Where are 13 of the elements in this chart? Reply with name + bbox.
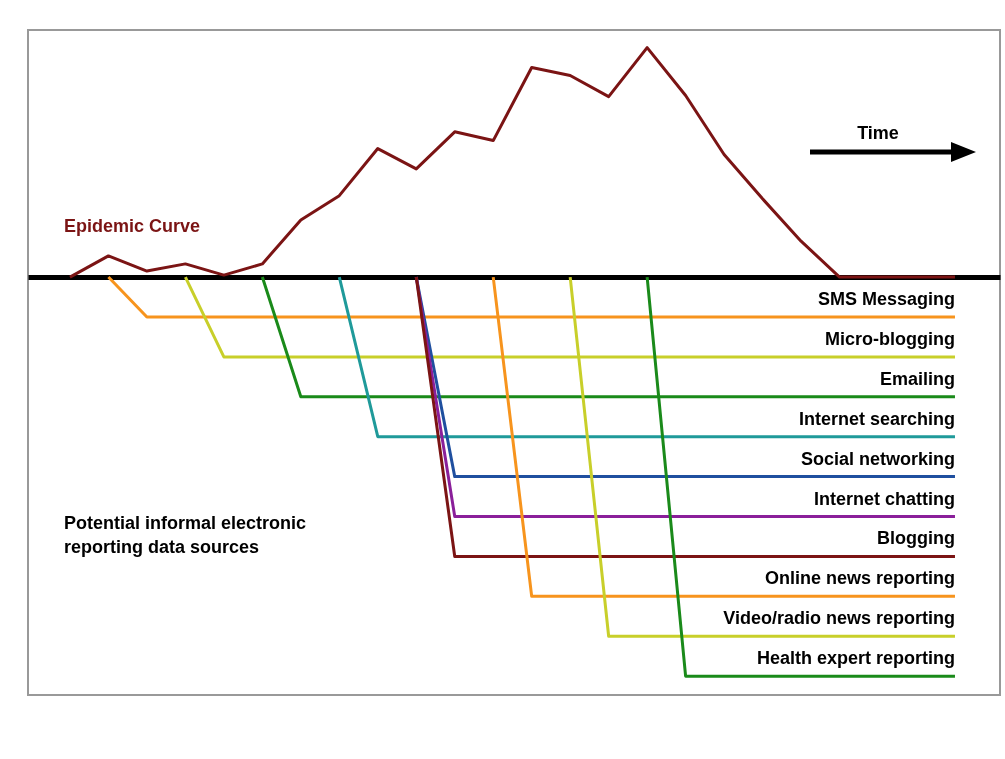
series-label: SMS Messaging	[817, 288, 955, 309]
series-label: Social networking	[800, 448, 955, 469]
series-label: Micro-blogging	[824, 328, 955, 349]
series-label: Health expert reporting	[756, 648, 955, 669]
series-label: Online news reporting	[764, 568, 955, 589]
series-label: Internet chatting	[813, 488, 955, 509]
annotation: Potential informal electronic reporting data sources	[63, 513, 307, 558]
series-label: Video/radio news reporting	[723, 608, 955, 629]
annotation: Time	[857, 122, 899, 143]
series-label: Epidemic Curve	[63, 215, 200, 236]
series-label: Internet searching	[798, 408, 955, 429]
series-label: Emailing	[879, 368, 955, 389]
series-label: Blogging	[876, 528, 955, 549]
